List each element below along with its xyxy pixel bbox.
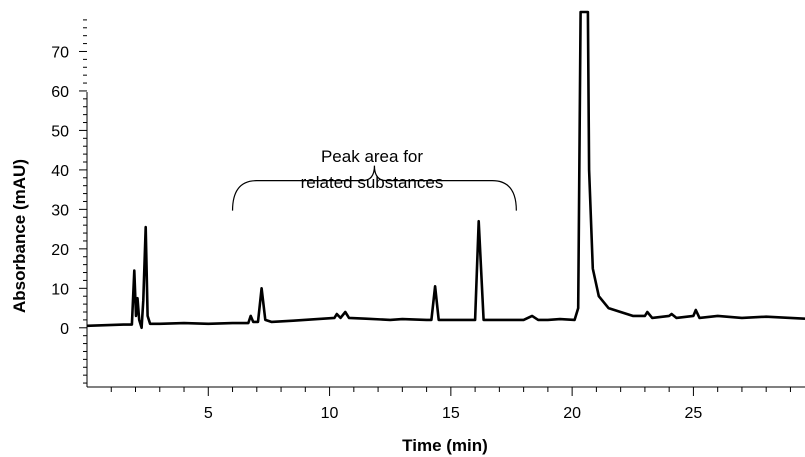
x-tick-label: 5 — [204, 405, 213, 422]
y-tick-label: 20 — [51, 242, 69, 259]
x-tick-label: 20 — [563, 405, 581, 422]
x-tick-label: 15 — [442, 405, 460, 422]
x-axis-title: Time (min) — [402, 436, 488, 455]
y-tick-label: 10 — [51, 281, 69, 298]
y-tick-label: 0 — [60, 321, 69, 338]
annotation-line-2: related substances — [301, 173, 444, 192]
y-tick-label: 40 — [51, 163, 69, 180]
y-tick-label: 60 — [51, 84, 69, 101]
annotation-line-1: Peak area for — [321, 147, 423, 166]
chromatogram-trace — [86, 10, 805, 330]
tick-marks — [79, 19, 791, 396]
x-tick-label: 25 — [685, 405, 703, 422]
x-tick-label: 10 — [321, 405, 339, 422]
y-axis-title: Absorbance (mAU) — [10, 159, 29, 313]
axes — [86, 92, 805, 388]
y-tick-label: 50 — [51, 123, 69, 140]
y-tick-label: 70 — [51, 44, 69, 61]
tick-labels: 5 10 15 20 25 0 10 20 30 40 50 60 70 — [51, 44, 702, 422]
annotation-bracket — [231, 165, 517, 211]
y-tick-label: 30 — [51, 202, 69, 219]
